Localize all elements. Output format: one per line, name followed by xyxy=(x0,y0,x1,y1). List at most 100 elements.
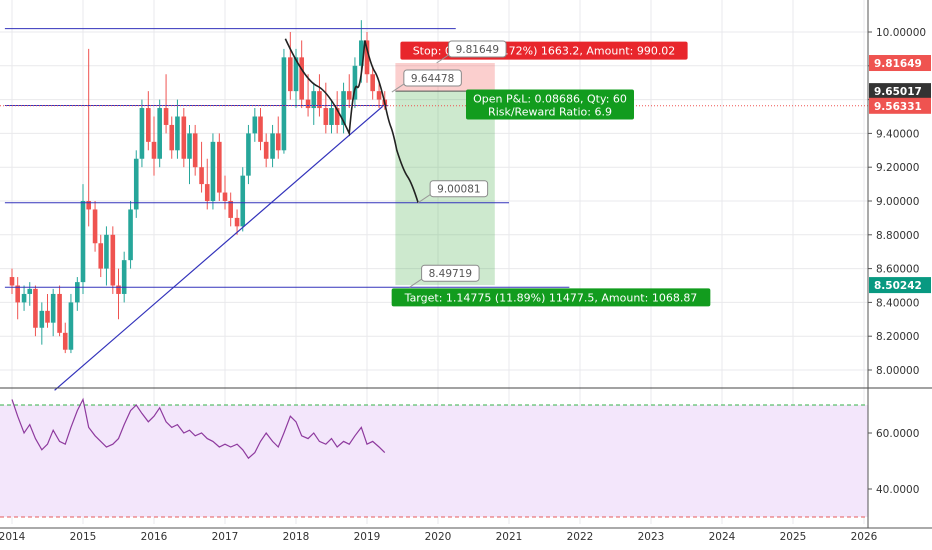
callout-box[interactable] xyxy=(403,69,462,87)
candle-body xyxy=(317,91,322,109)
candle-body xyxy=(281,57,287,151)
time-tick-label: 2026 xyxy=(851,531,878,543)
pnl-label[interactable]: Open P&L: 0.08686, Qty: 60 xyxy=(473,92,627,105)
candle-body xyxy=(270,133,275,159)
price-axis[interactable]: 8.00000 8.20000 8.40000 8.60000 8.80000 9.000… xyxy=(867,0,931,528)
candle-body xyxy=(376,91,382,100)
pnl-box-bg[interactable] xyxy=(466,89,634,120)
price-badge-label[interactable]: 9.56331 xyxy=(874,101,922,113)
callout-box[interactable] xyxy=(429,180,489,198)
candle-body xyxy=(305,99,311,109)
candle-body xyxy=(116,285,121,294)
time-tick-label: 2024 xyxy=(709,531,736,543)
callout-box[interactable] xyxy=(448,40,507,58)
candle-body xyxy=(299,57,304,100)
candle-body xyxy=(169,124,175,151)
candle-body xyxy=(163,108,169,125)
candle-body xyxy=(217,141,222,193)
price-tick-label: 8.60000 xyxy=(876,264,919,276)
callout-value[interactable]: 9.64478 xyxy=(411,73,454,85)
price-badge-label[interactable]: 8.50242 xyxy=(874,280,922,292)
candle-body xyxy=(334,108,340,125)
callout-pointer xyxy=(391,83,405,93)
time-tick-label: 2021 xyxy=(496,531,523,543)
drawings[interactable] xyxy=(0,28,868,391)
callout-pointer xyxy=(409,278,422,288)
time-tick-label: 2017 xyxy=(212,531,239,543)
candle-body xyxy=(104,234,109,269)
candle-body xyxy=(246,133,251,176)
candle-body xyxy=(33,288,38,328)
rsi-line[interactable] xyxy=(11,397,386,460)
risk-reward-label[interactable]: Risk/Reward Ratio: 6.9 xyxy=(488,105,612,118)
candle-body xyxy=(121,260,127,294)
candle-body xyxy=(352,65,358,100)
price-badge[interactable] xyxy=(869,83,931,100)
price-tick-label: 8.40000 xyxy=(876,297,919,309)
candle-body xyxy=(92,209,98,244)
candle-body xyxy=(210,141,216,201)
candle-body xyxy=(27,288,33,294)
candle-body xyxy=(341,91,346,125)
time-tick-label: 2014 xyxy=(0,531,26,543)
candle-body xyxy=(275,133,281,151)
candle-body xyxy=(370,74,375,92)
candle-body xyxy=(234,217,240,227)
callout-pointer xyxy=(417,194,431,204)
projection-path[interactable] xyxy=(284,38,419,203)
candle-body xyxy=(323,108,329,125)
price-badge[interactable] xyxy=(869,97,931,114)
callout-value[interactable]: 9.00081 xyxy=(437,184,480,196)
candle-body xyxy=(252,116,258,134)
candle-body xyxy=(110,234,116,286)
price-badge-label[interactable]: 9.81649 xyxy=(874,58,922,70)
time-tick-label: 2020 xyxy=(425,531,452,543)
candle-body xyxy=(204,184,210,201)
candle-body xyxy=(146,108,151,142)
candle-body xyxy=(192,133,198,168)
target-label[interactable]: Target: 1.14775 (11.89%) 11477.5, Amount… xyxy=(404,291,698,304)
candle-body xyxy=(364,40,370,75)
candle-body xyxy=(50,293,56,323)
target-label-bg[interactable] xyxy=(391,288,711,307)
candle-body xyxy=(45,310,50,323)
trend-line[interactable] xyxy=(54,105,384,391)
price-tick-label: 8.00000 xyxy=(876,365,919,377)
callout-box[interactable] xyxy=(421,264,480,282)
candle-body xyxy=(86,201,91,210)
candle-body xyxy=(346,91,352,100)
candle-body xyxy=(62,332,68,350)
candle-body xyxy=(293,57,299,92)
candle-body xyxy=(157,108,162,159)
candle-body xyxy=(288,57,293,92)
candle-body xyxy=(68,302,74,350)
candle-body xyxy=(199,167,204,185)
candle-body xyxy=(80,201,86,283)
time-tick-label: 2019 xyxy=(354,531,381,543)
candle-body xyxy=(75,282,80,303)
callout-pointer xyxy=(436,54,449,64)
candle-body xyxy=(133,158,139,210)
rsi-band xyxy=(0,405,868,517)
candle-body xyxy=(57,293,62,333)
rsi-pane[interactable] xyxy=(0,387,932,518)
callout-value[interactable]: 8.49719 xyxy=(429,268,472,280)
price-tick-label: 8.20000 xyxy=(876,331,919,343)
labels[interactable]: Stop: 0.16632 (1.72%) 1663.2, Amount: 99… xyxy=(391,40,711,307)
candle-body xyxy=(181,116,187,159)
candle-body xyxy=(21,293,27,303)
time-tick-label: 2025 xyxy=(780,531,807,543)
candle-body xyxy=(263,141,269,159)
candle-body xyxy=(151,141,157,159)
price-badge[interactable] xyxy=(869,277,931,294)
candle-body xyxy=(139,108,145,159)
price-badge[interactable] xyxy=(869,55,931,72)
callout-value[interactable]: 9.81649 xyxy=(456,44,499,56)
candle-body xyxy=(258,116,263,142)
price-badge-label[interactable]: 9.65017 xyxy=(874,86,922,98)
time-axis[interactable]: 2014 2015 2016 2017 2018 2019 2020 2021 2022 2023… xyxy=(0,527,932,543)
candle-body xyxy=(39,310,45,328)
candle-body xyxy=(98,243,104,269)
